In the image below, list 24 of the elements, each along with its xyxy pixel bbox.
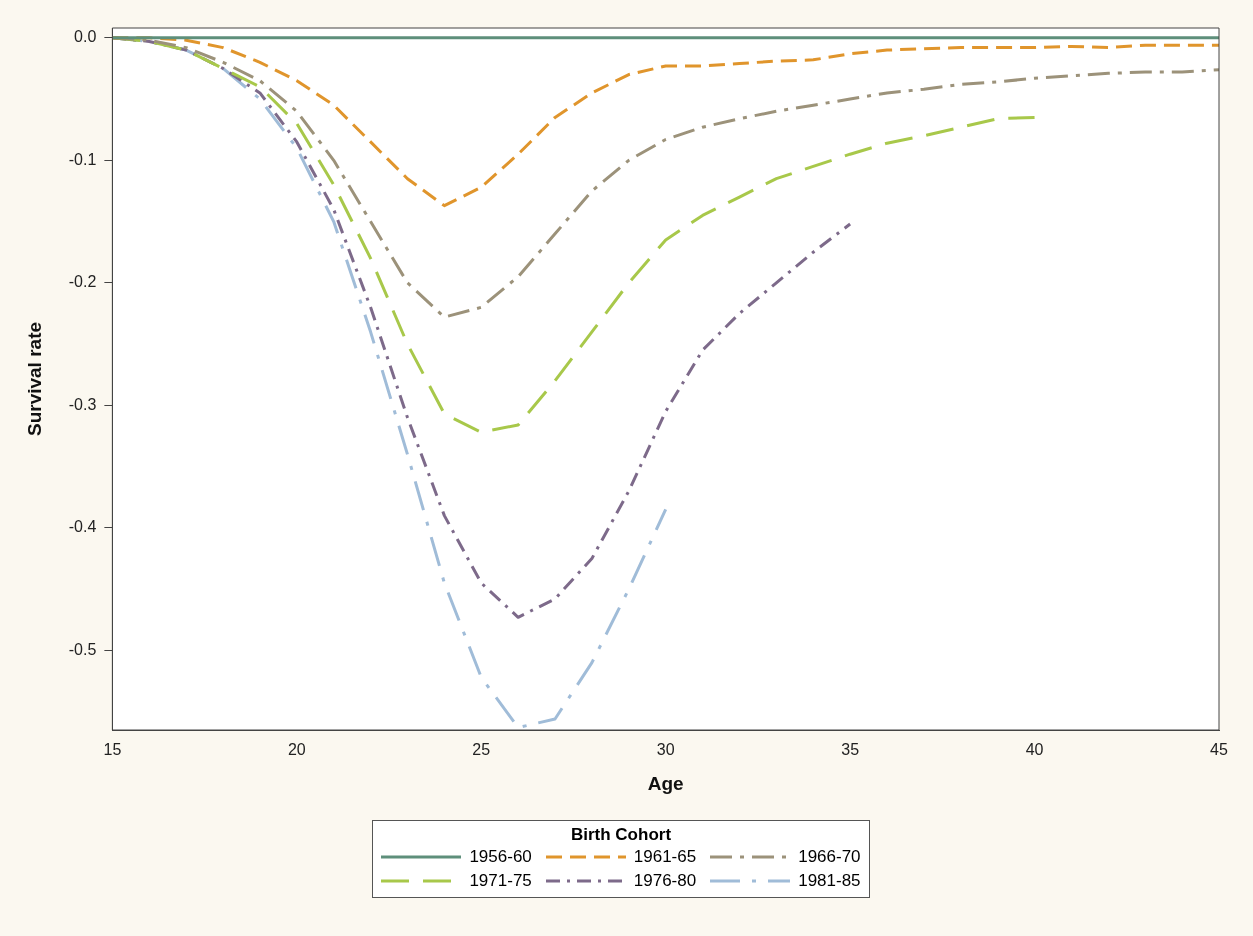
y-tick-label: -0.1 xyxy=(68,150,97,168)
x-tick-label: 25 xyxy=(472,741,491,759)
legend-title: Birth Cohort xyxy=(569,825,673,845)
x-tick-label: 20 xyxy=(287,741,306,759)
x-tick-label: 30 xyxy=(656,741,675,759)
x-tick-label: 35 xyxy=(841,741,860,759)
y-tick-label: -0.3 xyxy=(68,395,97,413)
legend-label: 1976-80 xyxy=(633,871,697,891)
x-tick-label: 15 xyxy=(103,741,122,759)
y-axis-title: Survival rate xyxy=(23,321,45,437)
legend-label: 1971-75 xyxy=(469,871,532,891)
x-axis-title: Age xyxy=(647,772,684,794)
legend-label: 1961-65 xyxy=(633,847,697,867)
y-tick-label: -0.4 xyxy=(68,518,97,536)
line-series xyxy=(112,36,1219,319)
y-tick-label: -0.2 xyxy=(68,273,97,291)
legend-label: 1981-85 xyxy=(798,871,861,891)
x-tick-label: 45 xyxy=(1210,741,1228,759)
y-tick-label: 0.0 xyxy=(74,28,97,46)
x-tick-label: 40 xyxy=(1025,741,1044,759)
line-series xyxy=(112,36,1037,434)
legend-label: 1956-60 xyxy=(469,847,532,867)
legend-label: 1966-70 xyxy=(798,847,861,867)
y-tick-label: -0.5 xyxy=(68,640,97,658)
